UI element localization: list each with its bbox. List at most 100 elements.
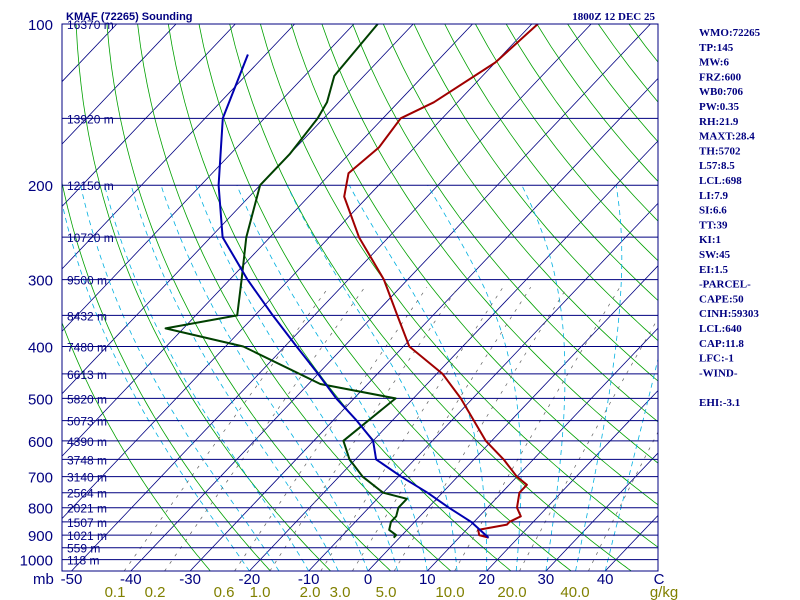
- parcel-profile-line: [217, 54, 490, 539]
- index-line: CAP:11.8: [699, 338, 744, 350]
- moist-adiabat-line: [575, 185, 623, 571]
- moist-adiabat-line: [195, 185, 398, 571]
- isotherm-line: [367, 265, 658, 571]
- mixing-ratio-label: 3.0: [330, 584, 351, 600]
- temperature-tick-label: -10: [298, 571, 320, 588]
- index-line: MW:6: [699, 57, 729, 69]
- temperature-tick-label: -40: [120, 571, 142, 588]
- dry-adiabat-line: [444, 24, 658, 302]
- pressure-tick-label: 100: [28, 17, 53, 34]
- dry-adiabat-line: [62, 321, 211, 571]
- mixing-ratio-label: 1.0: [250, 584, 271, 600]
- height-label: 9500 m: [67, 274, 107, 288]
- isobars: [62, 23, 658, 561]
- dry-adiabat-line: [62, 180, 271, 571]
- mixing-ratio-line: [519, 317, 658, 571]
- isotherm-line: [62, 24, 177, 145]
- index-line: WMO:72265: [699, 27, 761, 39]
- index-line: LCL:698: [699, 175, 742, 187]
- height-label: 6613 m: [67, 368, 107, 382]
- dry-adiabat-line: [475, 24, 658, 262]
- height-label: 7480 m: [67, 340, 107, 354]
- isotherm-line: [62, 24, 355, 332]
- pressure-unit-label: mb: [33, 571, 54, 588]
- index-line: TT:39: [699, 219, 728, 231]
- pressure-tick-label: 1000: [20, 553, 53, 570]
- mixing-ratio-label: 5.0: [376, 584, 397, 600]
- mixing-ratio-line: [320, 287, 504, 571]
- moist-adiabat-line: [427, 184, 522, 571]
- temperature-tick-label: -30: [179, 571, 201, 588]
- pressure-tick-labels: 100 200 300 400 500 600 700 800 900 1000: [20, 17, 53, 570]
- dry-adiabat-line: [198, 24, 572, 571]
- index-line: MAXT:28.4: [699, 131, 755, 143]
- mixing-ratio-label: 2.0: [300, 584, 321, 600]
- dry-adiabat-line: [75, 24, 331, 571]
- isotherm-line: [0, 24, 57, 571]
- moist-adiabat-line: [80, 185, 280, 571]
- isotherm-line: [189, 77, 658, 571]
- stability-indices: WMO:72265 TP:145 MW:6 FRZ:600 WB0:706 PW:0.35…: [699, 27, 761, 409]
- index-line: FRZ:600: [699, 71, 742, 83]
- dewpoint-profile-line: [164, 24, 408, 539]
- height-label: 118 m: [67, 554, 99, 568]
- temperature-tick-label: 40: [597, 571, 614, 588]
- index-line: L57:8.5: [699, 160, 735, 172]
- dry-adiabat-line: [321, 24, 658, 464]
- height-label: 1021 m: [67, 529, 107, 543]
- height-label: 2021 m: [67, 502, 107, 516]
- pressure-tick-label: 300: [28, 273, 53, 290]
- mixing-ratio-line: [352, 287, 531, 571]
- dry-adiabat-line: [505, 24, 658, 222]
- index-line: EI:1.5: [699, 264, 729, 276]
- temperature-tick-label: C: [654, 571, 665, 588]
- index-line: CINH:59303: [699, 308, 759, 320]
- moist-adiabat-line: [236, 185, 428, 571]
- moist-adiabat-line: [104, 185, 310, 571]
- isotherm-line: [62, 24, 473, 457]
- index-line: -WIND-: [699, 367, 738, 379]
- height-label: 10720 m: [67, 231, 114, 245]
- moist-adiabat-line: [130, 185, 339, 571]
- dry-adiabat-line: [567, 24, 658, 143]
- height-label: 2564 m: [67, 487, 107, 501]
- height-label: 4390 m: [67, 435, 107, 449]
- mixing-ratio-line: [393, 287, 568, 571]
- index-line: TP:145: [699, 42, 734, 54]
- temperature-tick-label: -20: [239, 571, 261, 588]
- moist-adiabat-line: [160, 185, 369, 571]
- height-label: 13920 m: [67, 112, 114, 126]
- chart-title: KMAF (72265) Sounding: [66, 11, 193, 23]
- mixing-ratio-label: 10.0: [435, 584, 464, 600]
- moist-adiabat-line: [348, 185, 488, 571]
- temperature-tick-label: 20: [478, 571, 495, 588]
- index-line: EHI:-3.1: [699, 397, 740, 409]
- pressure-tick-label: 400: [28, 339, 53, 356]
- temperature-tick-label: 30: [538, 571, 555, 588]
- height-label: 1507 m: [67, 516, 107, 530]
- isotherm-line: [545, 452, 658, 571]
- dry-adiabat-line: [413, 24, 658, 342]
- index-line: PW:0.35: [699, 101, 740, 113]
- mixing-ratio-label: 0.6: [214, 584, 235, 600]
- isotherms: [0, 24, 658, 571]
- moist-adiabats: [62, 184, 658, 571]
- isotherm-line: [62, 24, 414, 395]
- mixing-ratio-label: 40.0: [560, 584, 589, 600]
- index-line: -PARCEL-: [699, 279, 751, 291]
- isotherm-line: [62, 24, 533, 520]
- index-line: LI:7.9: [699, 190, 729, 202]
- profiles: [164, 24, 539, 539]
- dry-adiabat-line: [290, 24, 658, 506]
- temperature-tick-labels: -50 -40 -30 -20 -10 0 10 20 30 40 C: [61, 571, 665, 588]
- height-label: 559 m: [67, 542, 100, 556]
- mixing-ratio-label: g/kg: [650, 584, 678, 600]
- height-label: 3748 m: [67, 453, 107, 467]
- pressure-tick-label: 800: [28, 501, 53, 518]
- height-label: 8432 m: [67, 309, 107, 323]
- temperature-tick-label: -50: [61, 571, 83, 588]
- isotherm-line: [62, 24, 236, 208]
- moist-adiabat-line: [521, 185, 566, 571]
- mixing-ratio-label: 0.1: [105, 584, 126, 600]
